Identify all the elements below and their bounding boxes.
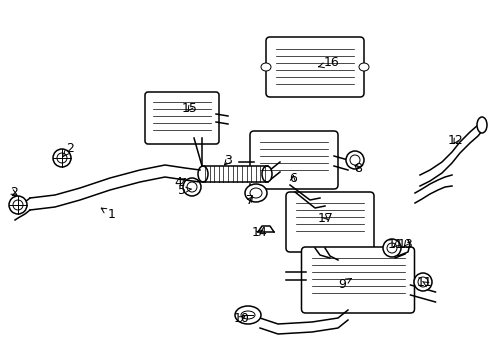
Text: 6: 6 bbox=[288, 172, 296, 185]
Text: 13: 13 bbox=[397, 238, 413, 251]
Ellipse shape bbox=[413, 273, 431, 291]
Text: 3: 3 bbox=[224, 154, 231, 167]
FancyBboxPatch shape bbox=[265, 37, 363, 97]
Text: 5: 5 bbox=[178, 184, 191, 197]
Ellipse shape bbox=[249, 188, 262, 198]
FancyBboxPatch shape bbox=[145, 92, 219, 144]
Text: 9: 9 bbox=[337, 278, 350, 291]
Text: 2: 2 bbox=[63, 141, 74, 157]
Text: 14: 14 bbox=[252, 225, 267, 238]
Ellipse shape bbox=[235, 306, 261, 324]
Text: 17: 17 bbox=[317, 211, 333, 225]
Ellipse shape bbox=[186, 182, 197, 192]
Ellipse shape bbox=[382, 239, 400, 257]
Ellipse shape bbox=[262, 166, 271, 182]
Text: 4: 4 bbox=[174, 176, 185, 189]
Ellipse shape bbox=[53, 149, 71, 167]
Text: 11: 11 bbox=[387, 238, 403, 252]
Ellipse shape bbox=[244, 184, 266, 202]
Text: 15: 15 bbox=[182, 102, 198, 114]
FancyBboxPatch shape bbox=[301, 247, 414, 313]
Ellipse shape bbox=[261, 63, 270, 71]
FancyBboxPatch shape bbox=[285, 192, 373, 252]
Text: 12: 12 bbox=[447, 134, 463, 147]
Text: 10: 10 bbox=[234, 311, 249, 324]
Text: 8: 8 bbox=[353, 162, 361, 175]
Ellipse shape bbox=[346, 151, 363, 169]
Ellipse shape bbox=[183, 178, 201, 196]
Ellipse shape bbox=[13, 200, 23, 210]
Ellipse shape bbox=[241, 311, 254, 319]
Ellipse shape bbox=[57, 153, 67, 163]
FancyBboxPatch shape bbox=[249, 131, 337, 189]
Ellipse shape bbox=[9, 196, 27, 214]
Text: 2: 2 bbox=[10, 186, 18, 199]
Text: 7: 7 bbox=[245, 194, 253, 207]
Ellipse shape bbox=[358, 63, 368, 71]
Ellipse shape bbox=[349, 155, 359, 165]
Ellipse shape bbox=[476, 117, 486, 133]
Text: 1: 1 bbox=[101, 208, 116, 221]
Ellipse shape bbox=[386, 243, 396, 253]
Ellipse shape bbox=[198, 166, 207, 182]
Text: 11: 11 bbox=[416, 276, 432, 289]
Ellipse shape bbox=[417, 277, 427, 287]
Text: 16: 16 bbox=[318, 57, 339, 69]
